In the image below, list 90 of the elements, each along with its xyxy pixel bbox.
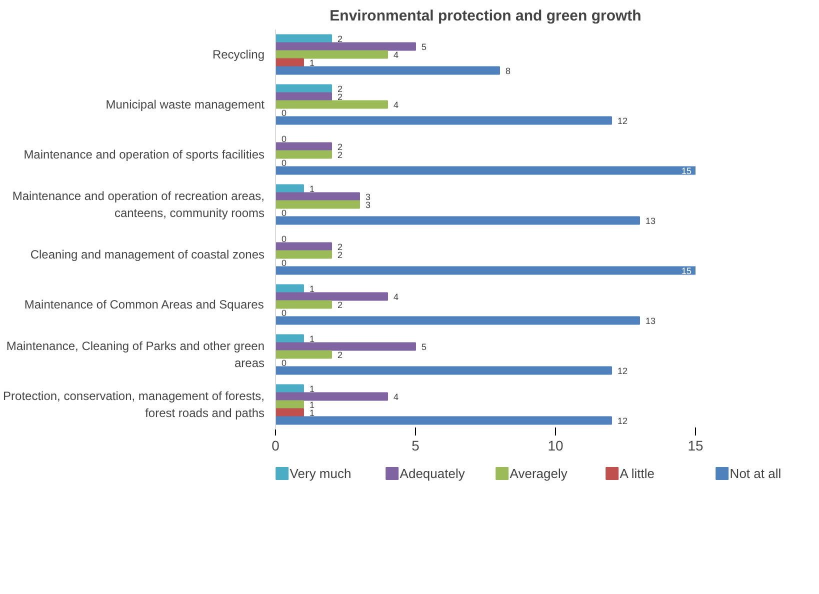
bar <box>276 150 332 159</box>
data-label: 4 <box>394 392 399 402</box>
bar <box>276 342 416 351</box>
y-tick-label: Maintenance, Cleaning of Parks and other green areas <box>6 339 265 370</box>
data-label: 2 <box>338 300 343 310</box>
data-label: 13 <box>646 316 656 326</box>
data-label: 0 <box>282 358 287 368</box>
bar <box>276 408 304 417</box>
bar <box>276 292 388 301</box>
data-label: 12 <box>618 366 628 376</box>
data-label: 13 <box>646 216 656 226</box>
data-label: 0 <box>282 258 287 268</box>
data-label: 2 <box>338 142 343 152</box>
data-label: 1 <box>310 400 315 410</box>
bar <box>276 242 332 251</box>
bar <box>276 416 612 425</box>
bar <box>276 392 388 401</box>
bar <box>276 400 304 409</box>
bar <box>276 42 416 51</box>
data-label: 5 <box>422 342 427 352</box>
y-tick-label: Municipal waste management <box>106 98 266 112</box>
bar <box>276 92 332 101</box>
data-label: 3 <box>366 192 371 202</box>
bar <box>276 266 696 275</box>
data-label: 0 <box>282 108 287 118</box>
bar <box>276 316 640 325</box>
y-tick-label: Maintenance of Common Areas and Squares <box>24 298 264 312</box>
data-label: 5 <box>422 42 427 52</box>
data-label: 1 <box>310 184 315 194</box>
legend-label: Very much <box>290 466 352 481</box>
bar <box>276 184 304 193</box>
bar <box>276 58 304 67</box>
bar <box>276 216 640 225</box>
data-label: 1 <box>310 408 315 418</box>
legend-label: A little <box>620 466 654 481</box>
data-label: 2 <box>338 350 343 360</box>
data-label: 2 <box>338 250 343 260</box>
chart-title: Environmental protection and green growth <box>330 8 642 24</box>
bar <box>276 250 332 259</box>
bar <box>276 366 612 375</box>
data-label: 8 <box>506 66 511 76</box>
bar <box>276 350 332 359</box>
bar <box>276 84 332 93</box>
bar <box>276 116 612 125</box>
data-label: 4 <box>394 50 399 60</box>
data-label: 2 <box>338 242 343 252</box>
data-label: 1 <box>310 384 315 394</box>
bar <box>276 50 388 59</box>
bar <box>276 334 304 343</box>
legend-label: Adequately <box>400 466 466 481</box>
y-tick-label: Protection, conservation, management of forests, forest roads and paths <box>3 389 265 420</box>
bar <box>276 142 332 151</box>
data-label: 0 <box>282 134 287 144</box>
x-tick-label: 5 <box>412 438 420 454</box>
legend-label: Averagely <box>510 466 568 481</box>
x-tick-label: 15 <box>688 438 704 454</box>
data-label: 3 <box>366 200 371 210</box>
bar <box>276 200 360 209</box>
data-label: 2 <box>338 34 343 44</box>
bar <box>276 166 696 175</box>
bar <box>276 284 304 293</box>
data-label: 0 <box>282 208 287 218</box>
bar <box>276 384 304 393</box>
x-tick-label: 10 <box>548 438 564 454</box>
data-label: 0 <box>282 234 287 244</box>
data-label: 2 <box>338 150 343 160</box>
data-label: 1 <box>310 334 315 344</box>
y-tick-label: Maintenance and operation of recreation areas, canteens, community rooms <box>12 189 265 220</box>
data-label: 2 <box>338 92 343 102</box>
data-label: 4 <box>394 292 399 302</box>
bar <box>276 300 332 309</box>
data-label: 12 <box>618 416 628 426</box>
data-label: 0 <box>282 158 287 168</box>
data-label: 1 <box>310 58 315 68</box>
data-label: 12 <box>618 116 628 126</box>
data-label: 0 <box>282 308 287 318</box>
data-label: 15 <box>681 166 692 176</box>
bar <box>276 100 388 109</box>
data-label: 15 <box>681 266 692 276</box>
legend-label: Not at all <box>730 466 782 481</box>
y-tick-label: Maintenance and operation of sports facilities <box>24 148 265 162</box>
bar <box>276 66 500 75</box>
bar <box>276 34 332 43</box>
data-label: 1 <box>310 284 315 294</box>
data-label: 2 <box>338 84 343 94</box>
data-label: 4 <box>394 100 399 110</box>
x-tick-label: 0 <box>272 438 280 454</box>
y-tick-label: Recycling <box>212 48 265 62</box>
bar <box>276 192 360 201</box>
y-tick-label: Cleaning and management of coastal zones <box>30 248 265 262</box>
